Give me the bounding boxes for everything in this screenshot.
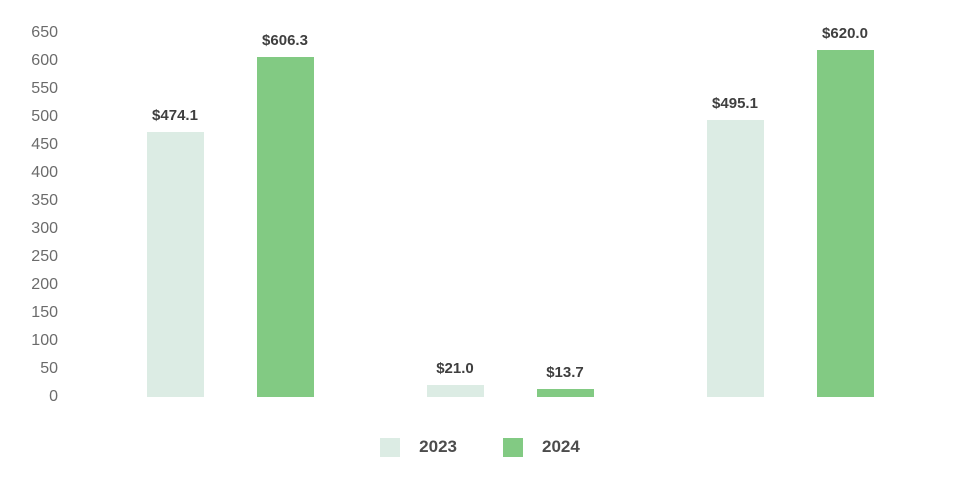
y-axis-tick-label: 650 bbox=[31, 24, 58, 41]
bar-value-label: $606.3 bbox=[262, 32, 308, 50]
plot-area: $474.1 $21.0 $495.1 $606.3 $13.7 $620.0 bbox=[146, 24, 874, 397]
bar-value-label: $21.0 bbox=[436, 360, 474, 378]
y-axis-tick-label: 550 bbox=[31, 80, 58, 97]
bar-value-label: $495.1 bbox=[712, 94, 758, 112]
y-axis-tick-label: 200 bbox=[31, 276, 58, 293]
legend-swatch-2023 bbox=[380, 437, 401, 457]
y-axis-tick-label: 500 bbox=[31, 108, 58, 125]
legend-label-2023: 2023 bbox=[419, 437, 457, 456]
y-axis-tick-label: 300 bbox=[31, 220, 58, 237]
bar-2023-group-3 bbox=[706, 119, 764, 397]
legend-item-2024: 2024 bbox=[503, 437, 580, 457]
y-axis-tick-label: 100 bbox=[31, 332, 58, 349]
bar-2024-group-3 bbox=[816, 49, 874, 397]
legend-item-2023: 2023 bbox=[380, 437, 457, 457]
y-axis-tick-label: 400 bbox=[31, 164, 58, 181]
bar-2023-group-2 bbox=[426, 385, 484, 397]
y-axis-tick-label: 250 bbox=[31, 248, 58, 265]
y-axis-tick-label: 50 bbox=[40, 360, 58, 377]
bar-value-label: $13.7 bbox=[546, 364, 584, 382]
y-axis: 0 50 100 150 200 250 300 350 400 450 500 550 600 650 bbox=[0, 0, 58, 420]
y-axis-tick-label: 150 bbox=[31, 304, 58, 321]
bar-2023-group-1 bbox=[146, 131, 204, 397]
bar-value-label: $620.0 bbox=[822, 24, 868, 42]
legend: 2023 2024 bbox=[0, 437, 960, 457]
legend-swatch-2024 bbox=[503, 437, 523, 457]
bar-2024-group-2 bbox=[536, 389, 594, 397]
bar-2024-group-1 bbox=[256, 57, 314, 397]
y-axis-tick-label: 0 bbox=[49, 388, 58, 405]
legend-label-2024: 2024 bbox=[542, 437, 580, 456]
bar-value-label: $474.1 bbox=[152, 106, 198, 124]
y-axis-tick-label: 350 bbox=[31, 192, 58, 209]
y-axis-tick-label: 600 bbox=[31, 52, 58, 69]
y-axis-tick-label: 450 bbox=[31, 136, 58, 153]
